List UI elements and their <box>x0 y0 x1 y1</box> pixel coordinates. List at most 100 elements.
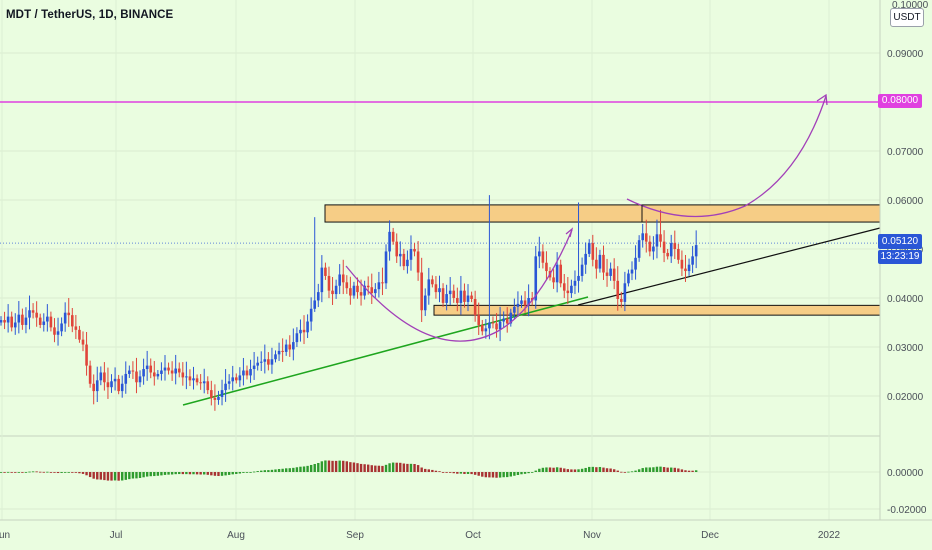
candle-body <box>124 373 128 384</box>
histogram-bar <box>156 472 160 476</box>
histogram-bar <box>124 472 127 480</box>
histogram-bar <box>356 463 359 472</box>
candle-body <box>60 323 63 332</box>
candle-body <box>566 290 570 294</box>
histogram-bar <box>498 472 502 478</box>
candle-body <box>234 377 238 381</box>
histogram-bar <box>185 472 188 475</box>
candle-body <box>31 310 35 313</box>
histogram-bar <box>349 462 352 472</box>
histogram-bar <box>352 462 356 472</box>
candle-body <box>192 378 195 381</box>
candle-body <box>463 290 466 302</box>
candle-body <box>534 256 538 301</box>
candle-body <box>117 378 120 392</box>
candle-body <box>49 316 53 328</box>
candle-body <box>634 257 637 270</box>
histogram-bar <box>345 461 349 472</box>
histogram-bar <box>256 471 259 472</box>
histogram-bar <box>96 472 99 480</box>
candle-body <box>491 322 495 324</box>
histogram-bar <box>584 467 587 472</box>
price-axis-bg <box>880 0 932 550</box>
x-tick-label: Jul <box>110 530 123 541</box>
histogram-bar <box>391 462 395 472</box>
y-tick-label: 0.06000 <box>887 196 924 207</box>
target-price-tag: 0.08000 <box>878 94 922 108</box>
histogram-bar <box>434 470 438 472</box>
candle-body <box>181 372 185 378</box>
histogram-bar <box>267 470 270 472</box>
candle-body <box>231 377 235 382</box>
candle-body <box>274 354 277 360</box>
candle-body <box>113 378 117 382</box>
histogram-bar <box>192 472 195 475</box>
histogram-bar <box>292 467 295 472</box>
histogram-bar <box>448 472 452 473</box>
histogram-bar <box>63 472 67 473</box>
histogram-bar <box>513 472 516 476</box>
candle-body <box>555 264 559 283</box>
trendlines <box>0 101 881 406</box>
candle-body <box>459 290 463 303</box>
histogram-bar <box>270 469 274 472</box>
candle-body <box>349 288 352 296</box>
candle-body <box>95 380 99 392</box>
symbol-title[interactable]: MDT / TetherUS, 1D, BINANCE <box>6 9 174 21</box>
histogram-bar <box>277 469 281 472</box>
histogram-bar <box>249 472 252 473</box>
candle-body <box>637 240 641 258</box>
candle-body <box>616 280 620 299</box>
histogram-bar <box>527 472 530 474</box>
histogram-bar <box>637 469 641 472</box>
candle-body <box>441 288 445 303</box>
candle-body <box>210 390 213 398</box>
histogram-bar <box>502 472 505 478</box>
currency-button[interactable]: USDT <box>890 8 924 27</box>
candle-body <box>256 362 259 366</box>
candle-body <box>641 233 644 241</box>
candle-body <box>694 245 698 257</box>
green-trendline <box>182 296 589 406</box>
histogram-bar <box>662 467 666 472</box>
histogram-bar <box>591 466 594 472</box>
candle-body <box>363 285 366 296</box>
candle-body <box>6 316 10 323</box>
candle-body <box>402 253 406 267</box>
histogram-bar <box>573 469 577 472</box>
candle-body <box>10 316 13 328</box>
histogram-bar <box>174 472 177 475</box>
histogram-bar <box>206 472 209 475</box>
candle-body <box>309 308 313 322</box>
candle-body <box>217 396 220 400</box>
candle-body <box>0 320 3 323</box>
candle-body <box>81 339 85 345</box>
histogram-bar <box>538 468 541 472</box>
candle-body <box>495 323 498 330</box>
histogram-bar <box>655 466 659 472</box>
candle-body <box>177 368 181 373</box>
histogram-bar <box>523 472 527 474</box>
candle-body <box>167 367 170 371</box>
histogram-bar <box>217 472 220 477</box>
histogram-bar <box>488 472 491 478</box>
histogram-bar <box>324 460 327 472</box>
candle-body <box>103 372 106 383</box>
histogram-bar <box>170 472 174 475</box>
candle-body <box>21 314 24 325</box>
histogram-bar <box>431 469 434 472</box>
histogram-bar <box>559 467 562 472</box>
price-axis[interactable]: 0.090000.070000.060000.050000.040000.030… <box>879 0 932 550</box>
candle-body <box>630 269 634 274</box>
bar-countdown: 13:23:19 <box>878 250 922 264</box>
y-tick-label: 0.07000 <box>887 147 924 158</box>
histogram-bar <box>552 467 555 472</box>
histogram-bar <box>602 467 605 472</box>
time-axis[interactable]: Jun Jul Aug Sep Oct Nov Dec 2022 <box>0 519 932 541</box>
candle-body <box>263 359 267 362</box>
breakout-arc <box>626 95 827 218</box>
histogram-bar <box>178 472 181 475</box>
histogram-bar <box>199 472 202 475</box>
black-trendline <box>577 227 881 306</box>
